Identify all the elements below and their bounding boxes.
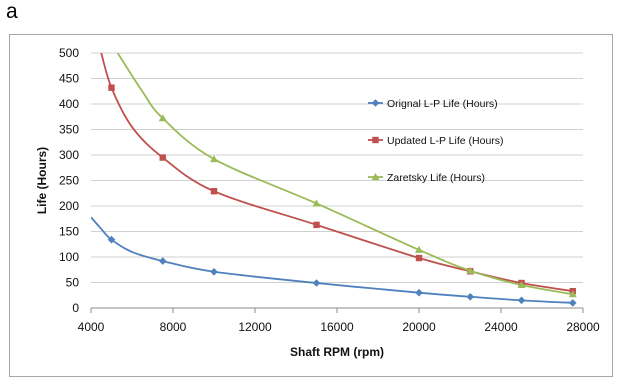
y-tick-label: 300 xyxy=(59,148,79,162)
data-point xyxy=(568,290,577,298)
legend-label: Zaretsky Life (Hours) xyxy=(387,172,485,184)
y-tick-label: 50 xyxy=(66,276,80,290)
data-point xyxy=(415,245,423,253)
legend-label: Orignal L-P Life (Hours) xyxy=(387,98,498,110)
data-point xyxy=(415,254,423,262)
data-point xyxy=(159,154,166,161)
data-point xyxy=(312,279,321,287)
gridlines xyxy=(91,52,583,283)
series-group xyxy=(91,53,577,307)
y-tick-label: 0 xyxy=(72,301,79,315)
panel-label: a xyxy=(6,0,18,23)
legend-label: Updated L-P Life (Hours) xyxy=(387,135,504,147)
y-tick-label: 250 xyxy=(59,174,79,188)
legend-swatch-marker xyxy=(371,99,380,107)
series-3 xyxy=(116,53,577,298)
legend: Orignal L-P Life (Hours) Updated L-P Life… xyxy=(368,98,504,184)
data-point xyxy=(568,299,577,307)
data-point xyxy=(466,292,475,301)
data-point xyxy=(108,84,115,91)
data-point xyxy=(313,221,320,229)
y-tick-label: 400 xyxy=(59,97,79,111)
x-tick-label: 28000 xyxy=(566,320,600,334)
data-point xyxy=(312,199,321,207)
y-tick-label: 150 xyxy=(59,225,79,239)
y-tick-label: 450 xyxy=(59,72,79,86)
data-point xyxy=(210,188,218,195)
x-tick-label: 24000 xyxy=(484,320,518,334)
x-tick-label: 12000 xyxy=(238,320,272,334)
series-2 xyxy=(100,53,576,295)
x-tick-label: 4000 xyxy=(78,320,105,334)
series-line xyxy=(100,53,573,293)
y-tick-label: 200 xyxy=(59,199,79,213)
y-tick-label: 500 xyxy=(59,46,79,60)
data-point xyxy=(415,288,423,297)
axes: 0 50 100 150 200 250 300 350 400 450 500 4000 8000 12… xyxy=(59,46,600,334)
legend-swatch-marker xyxy=(371,173,380,180)
legend-item: Updated L-P Life (Hours) xyxy=(368,135,504,147)
data-point xyxy=(158,257,167,265)
y-tick-label: 100 xyxy=(59,250,79,264)
legend-item: Zaretsky Life (Hours) xyxy=(368,172,485,184)
legend-swatch-marker xyxy=(372,136,379,144)
data-point xyxy=(517,281,526,289)
legend-item: Orignal L-P Life (Hours) xyxy=(368,98,498,110)
data-point xyxy=(210,155,218,163)
x-tick-label: 20000 xyxy=(402,320,436,334)
series-line xyxy=(116,53,573,296)
y-tick-label: 350 xyxy=(59,123,79,137)
y-axis-title: Life (Hours) xyxy=(35,147,49,214)
x-axis-title: Shaft RPM (rpm) xyxy=(290,345,384,359)
data-point xyxy=(517,296,526,305)
data-point xyxy=(158,114,167,122)
series-1 xyxy=(91,216,577,307)
series-line xyxy=(91,216,573,304)
x-tick-label: 16000 xyxy=(320,320,354,334)
data-point xyxy=(210,267,218,276)
data-point xyxy=(107,235,116,244)
data-point xyxy=(466,266,475,274)
x-tick-label: 8000 xyxy=(160,320,187,334)
